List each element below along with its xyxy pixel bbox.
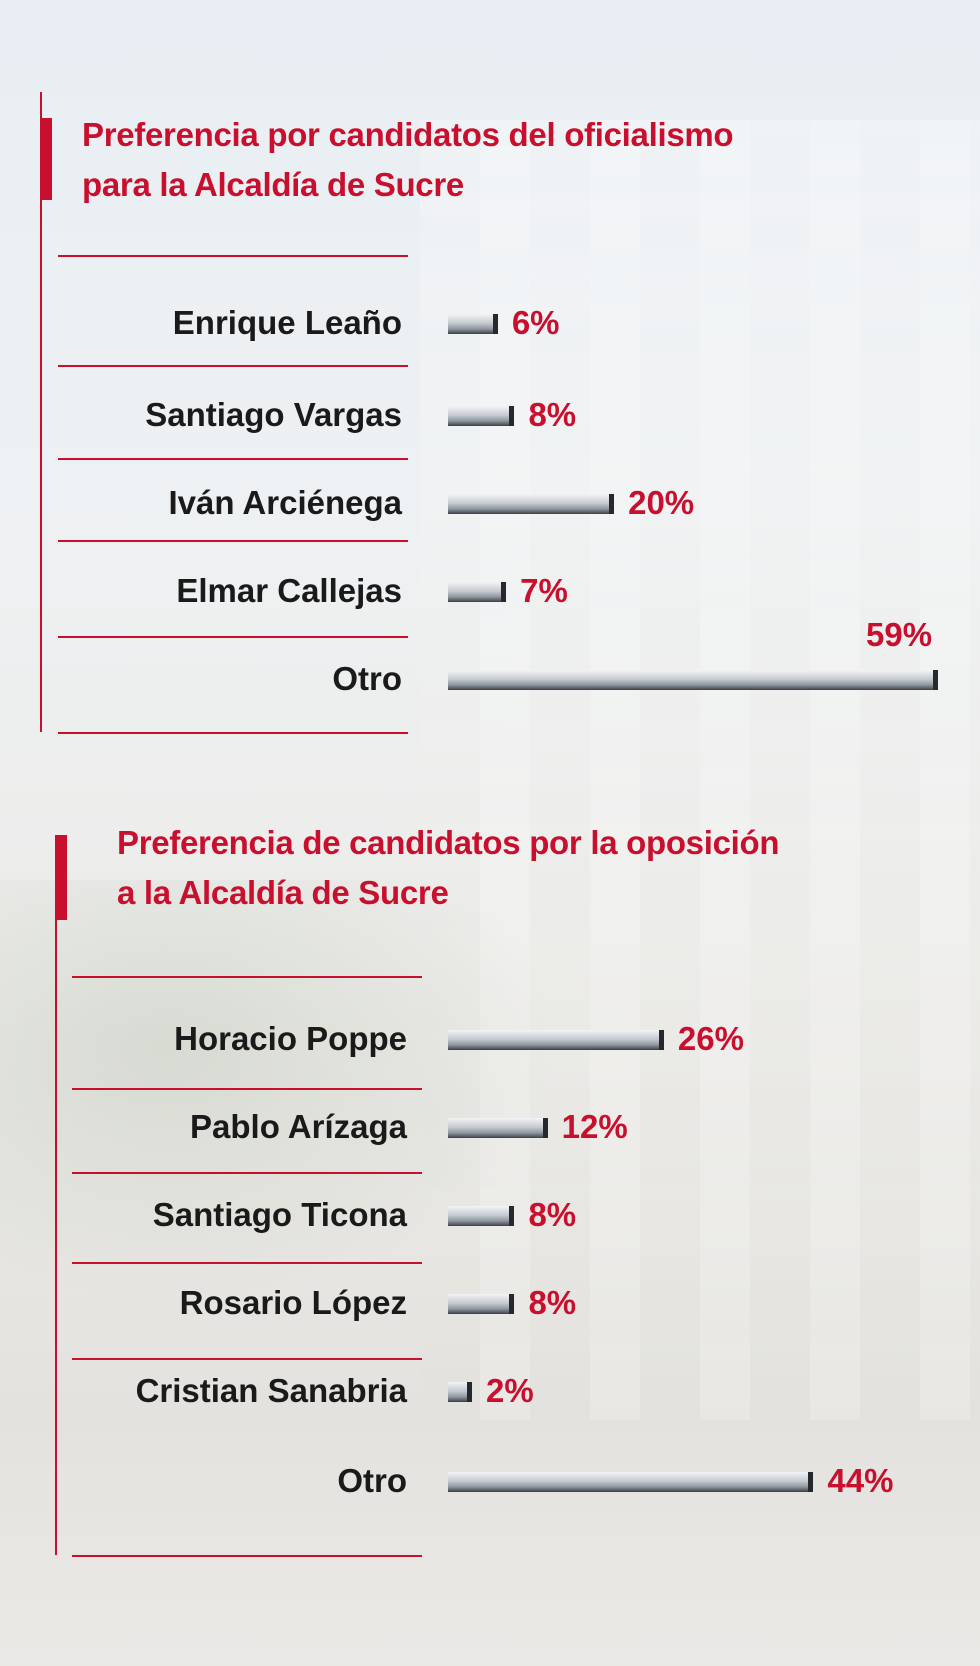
row-divider [58,540,408,542]
bar-row: Cristian Sanabria 2% [0,1366,980,1416]
row-divider [72,1358,422,1360]
bar [448,494,615,514]
chart-title-line-1: Preferencia por candidatos del oficialis… [82,116,734,153]
category-label: Otro [332,660,402,697]
panel-vertical-rule [55,835,57,1555]
chart-title-line-1: Preferencia de candidatos por la oposici… [117,824,780,861]
value-label: 6% [511,304,560,341]
row-divider [72,976,422,978]
value-label: 26% [677,1020,744,1057]
bar-row: Rosario López 8% [0,1278,980,1328]
background-trees [0,880,560,1300]
bar [448,1382,472,1402]
bar-row: Horacio Poppe 26% [0,1014,980,1064]
category-label: Cristian Sanabria [135,1372,407,1409]
category-label: Rosario López [179,1284,407,1321]
bar-row: Otro 44% [0,1456,980,1506]
value-label: 12% [561,1108,628,1145]
chart-title-line-2: a la Alcaldía de Sucre [117,874,449,911]
value-label: 2% [486,1372,534,1409]
bar [448,314,498,334]
chart-title: Preferencia por candidatos del oficialis… [82,110,734,210]
bar [448,1118,548,1138]
row-divider [58,255,408,257]
bar [448,1472,814,1492]
category-label: Otro [337,1462,407,1499]
bar [448,1206,515,1226]
category-label: Elmar Callejas [176,572,402,609]
bar [448,1030,664,1050]
row-divider [72,1555,422,1557]
category-label: Santiago Ticona [152,1196,407,1233]
category-label: Pablo Arízaga [190,1108,407,1145]
bar-row: Iván Arciénega 20% [0,478,980,528]
bar-row: Santiago Ticona 8% [0,1190,980,1240]
row-divider [72,1172,422,1174]
row-divider [58,732,408,734]
panel-vertical-rule [40,92,42,732]
bar-row: Pablo Arízaga 12% [0,1102,980,1152]
value-label: 8% [528,1284,577,1321]
chart-title: Preferencia de candidatos por la oposici… [117,818,780,918]
bar [448,582,507,602]
value-label: 44% [827,1462,894,1499]
title-accent-bar [40,118,52,200]
bar-row: Enrique Leaño 6% [0,298,980,348]
bar-row: Santiago Vargas 8% [0,390,980,440]
value-label: 7% [520,572,568,609]
row-divider [58,636,408,638]
category-label: Santiago Vargas [145,396,402,433]
row-divider [58,365,408,367]
title-accent-bar [55,835,67,920]
bar [448,1294,515,1314]
bar-row: Elmar Callejas 7% [0,566,980,616]
chart-title-line-2: para la Alcaldía de Sucre [82,166,464,203]
row-divider [72,1262,422,1264]
bar [448,670,938,690]
value-label: 59% [866,616,933,653]
row-divider [72,1088,422,1090]
bar-row: Otro 59% [0,616,980,704]
category-label: Iván Arciénega [168,484,402,521]
background-photo [420,120,980,1420]
bar [448,406,515,426]
value-label: 8% [528,1196,577,1233]
value-label: 20% [628,484,695,521]
value-label: 8% [528,396,577,433]
category-label: Horacio Poppe [174,1020,407,1057]
category-label: Enrique Leaño [172,304,402,341]
row-divider [58,458,408,460]
